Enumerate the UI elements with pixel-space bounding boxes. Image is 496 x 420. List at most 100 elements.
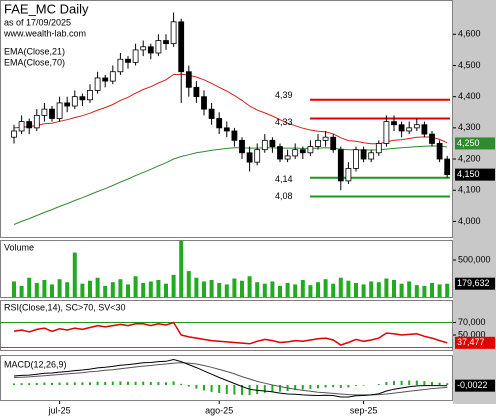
candle-body (436, 143, 443, 160)
volume-bar (278, 285, 282, 297)
macd-line (13, 358, 448, 398)
level-label: 4,14 (275, 174, 293, 184)
volume-bar (293, 284, 298, 297)
volume-bar (80, 283, 85, 297)
candle-body (140, 46, 147, 51)
candle-body (322, 136, 329, 141)
panel-frame (0, 355, 453, 401)
volume-bar (42, 279, 47, 297)
y-tick-label: 4,200 (458, 153, 481, 163)
candle-body (239, 139, 245, 154)
histogram-bar (96, 381, 99, 385)
ema-line (13, 73, 448, 145)
candle-body (94, 77, 101, 91)
y-tick-label: 4,300 (458, 122, 481, 132)
volume-bar (186, 271, 191, 297)
histogram-bar (104, 382, 107, 385)
volume-bar (179, 240, 184, 297)
volume-bar (57, 279, 62, 297)
candle-body (64, 102, 71, 107)
histogram-bar (203, 385, 205, 391)
histogram-bar (172, 381, 175, 385)
value-badge (455, 277, 495, 290)
rsi-line (13, 321, 448, 346)
candle-body (391, 121, 397, 126)
histogram-bar (256, 385, 259, 394)
value-badge-label: -0,0022 (457, 380, 488, 390)
histogram-bar (142, 381, 145, 385)
candle-body (261, 139, 268, 151)
candle-body (155, 40, 162, 54)
candle-body (284, 155, 291, 160)
candle-body (299, 149, 306, 154)
histogram-bar (66, 382, 69, 385)
histogram-bar (20, 383, 23, 385)
subtitle: as of 17/09/2025 (4, 17, 71, 27)
histogram-bar (241, 385, 243, 395)
volume-bar (354, 282, 358, 297)
candle-body (307, 146, 314, 154)
candle-body (345, 167, 352, 182)
candle-body (18, 121, 25, 132)
volume-bar (194, 277, 199, 297)
candle-body (178, 21, 185, 73)
candle-body (56, 102, 63, 119)
candle-body (87, 90, 93, 101)
histogram-bar (431, 382, 433, 385)
histogram-bar (134, 381, 137, 385)
candle-body (223, 127, 230, 132)
volume-bar (34, 282, 39, 297)
panel-frame (0, 0, 453, 238)
panel-frame (0, 240, 453, 298)
volume-bar (270, 281, 275, 297)
value-badge-label: 179,632 (457, 278, 490, 288)
ema-line (13, 145, 448, 225)
value-badge-label: 4,250 (457, 138, 480, 148)
candle-body (33, 114, 40, 129)
histogram-bar (355, 385, 357, 386)
histogram-bar (187, 385, 190, 387)
volume-bar (323, 279, 328, 297)
candle-body (79, 96, 86, 101)
histogram-bar (408, 380, 411, 385)
candle-body (330, 136, 337, 151)
value-badge (455, 137, 495, 150)
candle-body (246, 152, 253, 163)
candle-body (383, 121, 390, 144)
histogram-bar (301, 385, 304, 390)
y-tick-label: 4,600 (458, 29, 481, 39)
histogram-bar (89, 382, 91, 385)
histogram-bar (43, 382, 46, 385)
histogram-bar (362, 385, 365, 386)
volume-bar (422, 285, 427, 297)
candle-body (147, 46, 154, 54)
volume-bar (232, 278, 237, 297)
value-badge-label: 4,150 (457, 169, 480, 179)
volume-bar (12, 281, 16, 297)
histogram-bar (393, 381, 395, 385)
volume-bar (338, 277, 343, 297)
source: www.wealth-lab.com (3, 28, 86, 38)
histogram-bar (263, 385, 266, 393)
volume-bar (164, 283, 168, 297)
volume-bar (209, 279, 214, 297)
candle-body (360, 149, 367, 160)
histogram-bar (81, 382, 84, 385)
histogram-bar (332, 385, 335, 388)
candle-body (117, 58, 124, 73)
level-label: 4,08 (275, 191, 293, 201)
volume-bar (437, 284, 442, 297)
volume-bar (316, 282, 320, 297)
volume-bar (217, 282, 222, 297)
volume-bar (118, 279, 123, 297)
candle-body (26, 121, 33, 129)
volume-bar (88, 280, 92, 297)
axis-strip (453, 0, 496, 404)
histogram-bar (210, 385, 213, 392)
volume-bar (300, 279, 305, 297)
volume-bar (445, 283, 450, 297)
histogram-bar (324, 385, 327, 388)
candle-body (315, 139, 321, 147)
volume-bar (407, 281, 412, 297)
